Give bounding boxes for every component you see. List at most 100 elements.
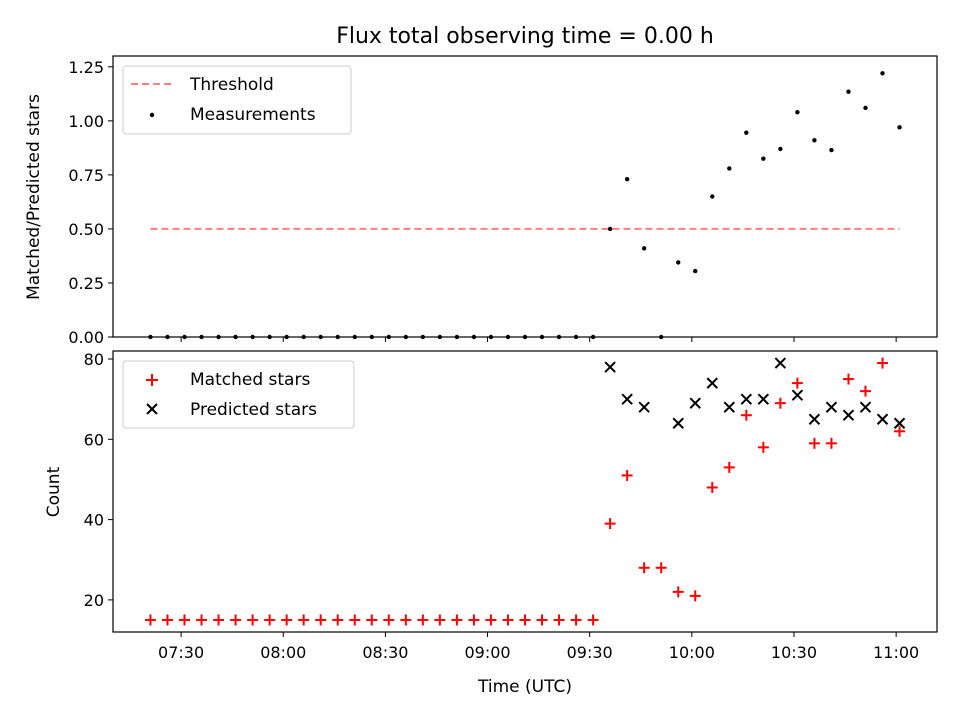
bottom-panel: 20 40 60 80 07:30 08:00 08:30 09:00 09:30 10:00 1… xyxy=(44,350,938,697)
bottom-axes-frame xyxy=(112,350,938,633)
matched-stars-point xyxy=(230,614,242,626)
top-y-ticks: 0.00 0.25 0.50 0.75 1.00 1.25 xyxy=(68,58,113,347)
matched-stars-point xyxy=(808,437,820,449)
top-ytick-label: 1.00 xyxy=(68,112,104,131)
matched-stars-point xyxy=(298,614,310,626)
measurements-point xyxy=(778,146,783,152)
matched-stars-point xyxy=(383,614,395,626)
chart-title: Flux total observing time = 0.00 h xyxy=(336,24,714,49)
matched-stars-point xyxy=(434,614,446,626)
top-axes-frame xyxy=(112,55,938,338)
measurements-point xyxy=(727,166,732,171)
measurements-point xyxy=(846,89,851,94)
top-legend-box xyxy=(122,65,352,135)
top-ytick-label: 0.25 xyxy=(68,274,104,293)
legend-matched-swatch xyxy=(146,374,158,386)
matched-stars-point xyxy=(655,562,667,574)
bottom-xtick-label: 07:30 xyxy=(158,643,204,662)
matched-stars-point xyxy=(740,409,752,421)
measurements-point xyxy=(880,71,885,76)
legend-predicted-swatch xyxy=(146,403,158,415)
measurements-point xyxy=(795,110,800,115)
top-y-axis-label: Matched/Predicted stars xyxy=(24,94,44,300)
matched-stars-point xyxy=(859,385,871,397)
measurements-point xyxy=(676,260,681,265)
measurements-point xyxy=(710,194,715,199)
predicted-stars-point xyxy=(740,393,753,405)
bottom-ytick-label: 40 xyxy=(84,511,104,530)
matched-stars-point xyxy=(877,357,889,369)
measurements-point xyxy=(693,268,698,274)
matched-stars-point xyxy=(706,481,718,493)
matched-stars-point xyxy=(468,614,480,626)
predicted-stars-point xyxy=(621,393,633,405)
predicted-stars-point xyxy=(689,397,701,409)
bottom-x-ticks: 07:30 08:00 08:30 09:00 09:30 10:00 10:30 11:00 xyxy=(158,632,919,662)
bottom-xtick-label: 09:00 xyxy=(464,643,510,662)
matched-stars-point xyxy=(689,590,701,602)
measurements-point xyxy=(897,125,902,130)
legend-matched-label: Matched stars xyxy=(190,370,310,390)
matched-stars-point xyxy=(264,614,276,626)
predicted-stars-point xyxy=(791,389,804,401)
legend-threshold-label: Threshold xyxy=(189,75,274,95)
matched-stars-point xyxy=(417,614,429,626)
legend-predicted-label: Predicted stars xyxy=(190,400,317,420)
matched-stars-point xyxy=(638,562,650,574)
matched-stars-point xyxy=(144,614,156,626)
bottom-xtick-label: 11:00 xyxy=(873,643,919,662)
predicted-stars-point xyxy=(672,417,684,429)
measurements-point xyxy=(829,147,834,153)
matched-stars-point xyxy=(570,614,582,626)
measurements-point xyxy=(812,138,817,143)
bottom-legend-box xyxy=(122,360,355,429)
bottom-y-ticks: 20 40 60 80 xyxy=(84,350,113,610)
matched-stars-point xyxy=(894,425,906,437)
legend-measurements-label: Measurements xyxy=(190,105,316,125)
predicted-stars-point xyxy=(808,413,821,425)
bottom-xtick-label: 09:30 xyxy=(567,643,613,662)
top-x-ticks xyxy=(180,337,897,342)
top-legend: Threshold Measurements xyxy=(122,65,352,135)
matched-stars-point xyxy=(791,377,803,389)
predicted-stars-point xyxy=(876,413,889,425)
matched-stars-point xyxy=(161,614,173,626)
matched-stars-point xyxy=(451,614,463,626)
matched-stars-point xyxy=(400,614,412,626)
bottom-xtick-label: 10:30 xyxy=(771,643,817,662)
measurements-point xyxy=(744,130,749,135)
matched-stars-point xyxy=(519,614,531,626)
matched-stars-point xyxy=(774,397,786,409)
matched-stars-point xyxy=(349,614,361,626)
top-ytick-label: 1.25 xyxy=(68,58,104,77)
matched-stars-point xyxy=(723,461,735,473)
matched-stars-point xyxy=(315,614,327,626)
matched-stars-point xyxy=(672,586,684,598)
matched-stars-point xyxy=(553,614,565,626)
matched-stars-point xyxy=(213,614,225,626)
matched-stars-point xyxy=(604,518,616,530)
predicted-stars-point xyxy=(723,401,736,413)
predicted-stars-point xyxy=(706,377,718,389)
bottom-xtick-label: 08:00 xyxy=(260,643,306,662)
predicted-stars-point xyxy=(638,401,650,413)
measurements-point xyxy=(607,226,613,232)
bottom-ytick-label: 20 xyxy=(84,591,104,610)
measurements-point xyxy=(761,156,766,161)
top-ytick-label: 0.75 xyxy=(68,166,104,185)
matched-stars-point xyxy=(825,437,837,449)
top-panel: Flux total observing time = 0.00 h 0.000… xyxy=(24,24,938,347)
matched-stars-point xyxy=(179,614,191,626)
predicted-stars-point xyxy=(859,401,872,413)
x-axis-label: Time (UTC) xyxy=(477,677,572,697)
bottom-y-axis-label: Count xyxy=(44,466,64,517)
matched-stars-point xyxy=(536,614,548,626)
predicted-stars-point xyxy=(842,409,855,421)
measurements-point xyxy=(863,105,868,111)
matched-stars-point xyxy=(332,614,344,626)
bottom-xtick-label: 10:00 xyxy=(669,643,715,662)
bottom-ytick-label: 80 xyxy=(84,350,104,369)
predicted-stars-point xyxy=(604,361,616,373)
matched-stars-point xyxy=(502,614,514,626)
